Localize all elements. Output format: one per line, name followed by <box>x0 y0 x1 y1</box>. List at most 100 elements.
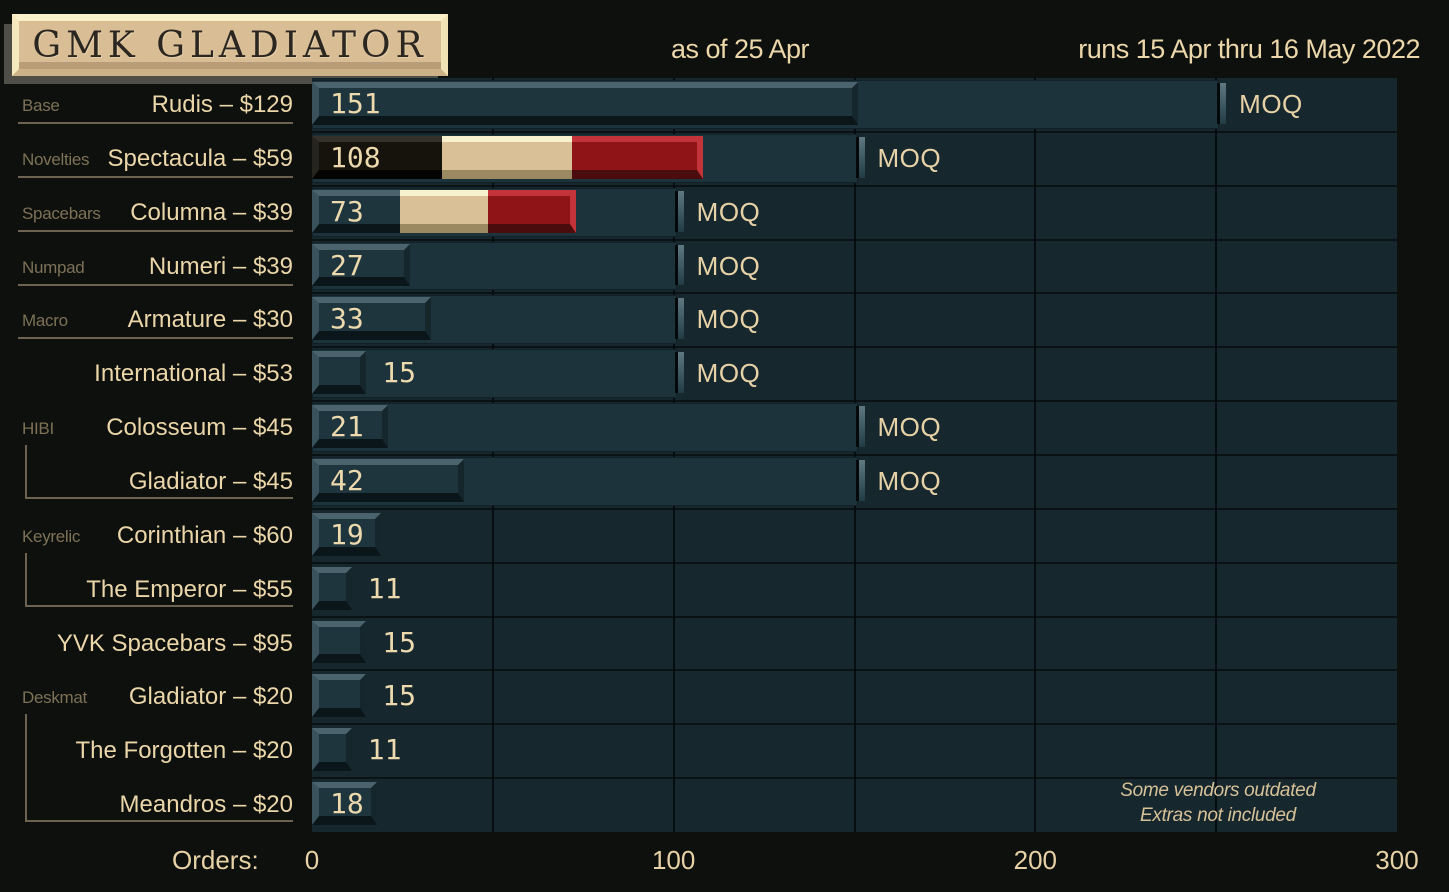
moq-label: MOQ <box>696 250 761 281</box>
moq-notch <box>677 190 684 232</box>
bar-segment-black <box>312 135 443 179</box>
bar-value: 15 <box>382 679 416 713</box>
bar-segment-teal <box>312 82 859 125</box>
group-prefix: Macro <box>22 311 68 331</box>
bar-value: 19 <box>330 517 364 551</box>
order-bar <box>312 82 859 125</box>
bar-value: 15 <box>382 356 416 390</box>
bar-segment-teal <box>312 728 352 772</box>
bar-value: 11 <box>367 571 402 605</box>
bar-segment-teal <box>312 674 367 718</box>
order-bar <box>312 620 367 664</box>
row-separator <box>312 454 1397 456</box>
bar-value: 11 <box>367 733 402 767</box>
group-bracket <box>25 445 293 499</box>
row-separator <box>312 777 1397 780</box>
moq-label: MOQ <box>696 304 761 335</box>
footnote-line-2: Extras not included <box>1140 805 1296 826</box>
order-bar <box>312 297 432 341</box>
bar-value: 33 <box>330 302 364 336</box>
row-separator <box>312 615 1397 618</box>
bar-value: 15 <box>382 625 416 659</box>
x-axis-tick: 100 <box>651 845 696 875</box>
row-label: Rudis – $129 <box>151 91 293 118</box>
group-prefix: Base <box>22 96 60 115</box>
moq-label: MOQ <box>1239 89 1303 119</box>
bar-segment-teal <box>312 459 464 502</box>
row-separator <box>312 507 1397 510</box>
row-label: The Forgotten – $20 <box>75 737 293 765</box>
order-bar <box>312 405 388 448</box>
order-bar <box>312 243 410 287</box>
moq-backdrop <box>312 349 677 399</box>
bar-value: 73 <box>330 194 364 228</box>
moq-label: MOQ <box>696 196 761 227</box>
row-label: YVK Spacebars – $95 <box>56 629 293 657</box>
row-label: Colosseum – $45 <box>106 414 293 442</box>
group-underline <box>18 283 293 286</box>
moq-label: MOQ <box>877 142 942 173</box>
moq-notch <box>858 406 865 447</box>
row-label: Armature – $30 <box>127 306 293 334</box>
moq-label: MOQ <box>696 358 761 389</box>
group-prefix: Novelties <box>22 149 90 169</box>
group-prefix: Keyrelic <box>22 526 81 546</box>
bar-segment-teal <box>312 297 432 341</box>
group-bracket <box>25 552 293 607</box>
order-bar <box>312 566 352 610</box>
page-title: GMK GLADIATOR <box>32 24 428 66</box>
bar-segment-red <box>488 189 576 233</box>
row-label: Numeri – $39 <box>148 252 293 280</box>
group-prefix: Spacebars <box>22 203 101 223</box>
order-bar <box>312 135 703 179</box>
row-separator <box>312 346 1397 349</box>
row-label: Gladiator – $20 <box>128 683 293 711</box>
row-label: Gladiator – $45 <box>128 468 293 495</box>
row-label: Corinthian – $60 <box>116 521 293 549</box>
bar-segment-red <box>572 135 703 179</box>
order-bar <box>312 189 576 233</box>
category-label-column: Rudis – $129 Base Spectacula – $59 Noveltie… <box>0 78 300 832</box>
moq-notch <box>858 136 865 178</box>
plot-area: Some vendors outdated Extras not include… <box>312 78 1397 832</box>
moq-notch <box>1220 83 1227 124</box>
bar-value: 151 <box>330 87 381 120</box>
row-separator <box>312 184 1397 187</box>
row-label: International – $53 <box>94 360 293 388</box>
x-axis-label: Orders: <box>172 845 259 875</box>
group-underline <box>18 122 293 124</box>
row-separator <box>312 130 1397 133</box>
title-keycap: GMK GLADIATOR <box>12 14 448 76</box>
group-underline <box>18 229 293 232</box>
footnote-line-1: Some vendors outdated <box>1120 780 1316 801</box>
order-bar <box>312 728 352 772</box>
moq-notch <box>677 352 684 394</box>
row-separator <box>312 669 1397 672</box>
row-label: Spectacula – $59 <box>107 144 293 172</box>
row-separator <box>312 400 1397 403</box>
bar-segment-cream <box>442 135 573 179</box>
footnote: Some vendors outdated Extras not include… <box>1018 778 1397 828</box>
row-separator <box>312 238 1397 241</box>
x-axis-tick: 200 <box>1013 845 1058 875</box>
row-label: The Emperor – $55 <box>86 575 293 603</box>
moq-backdrop <box>312 403 858 452</box>
bar-segment-teal <box>312 189 400 233</box>
bar-segment-teal <box>312 351 367 395</box>
group-prefix: Numpad <box>22 257 85 277</box>
row-label: Meandros – $20 <box>119 791 293 819</box>
order-bar <box>312 459 464 502</box>
run-dates: runs 15 Apr thru 16 May 2022 <box>1078 34 1420 64</box>
row-separator <box>312 292 1397 295</box>
bar-segment-teal <box>312 243 410 287</box>
as-of-date: as of 25 Apr <box>670 34 810 64</box>
group-prefix: Deskmat <box>22 688 87 708</box>
bar-segment-teal <box>312 566 352 610</box>
order-bar <box>312 512 381 556</box>
row-separator <box>312 561 1397 564</box>
row-separator <box>312 723 1397 726</box>
bar-segment-teal <box>312 620 367 664</box>
x-axis-tick: 300 <box>1375 845 1419 875</box>
moq-notch <box>677 298 684 340</box>
bar-value: 108 <box>330 140 381 174</box>
